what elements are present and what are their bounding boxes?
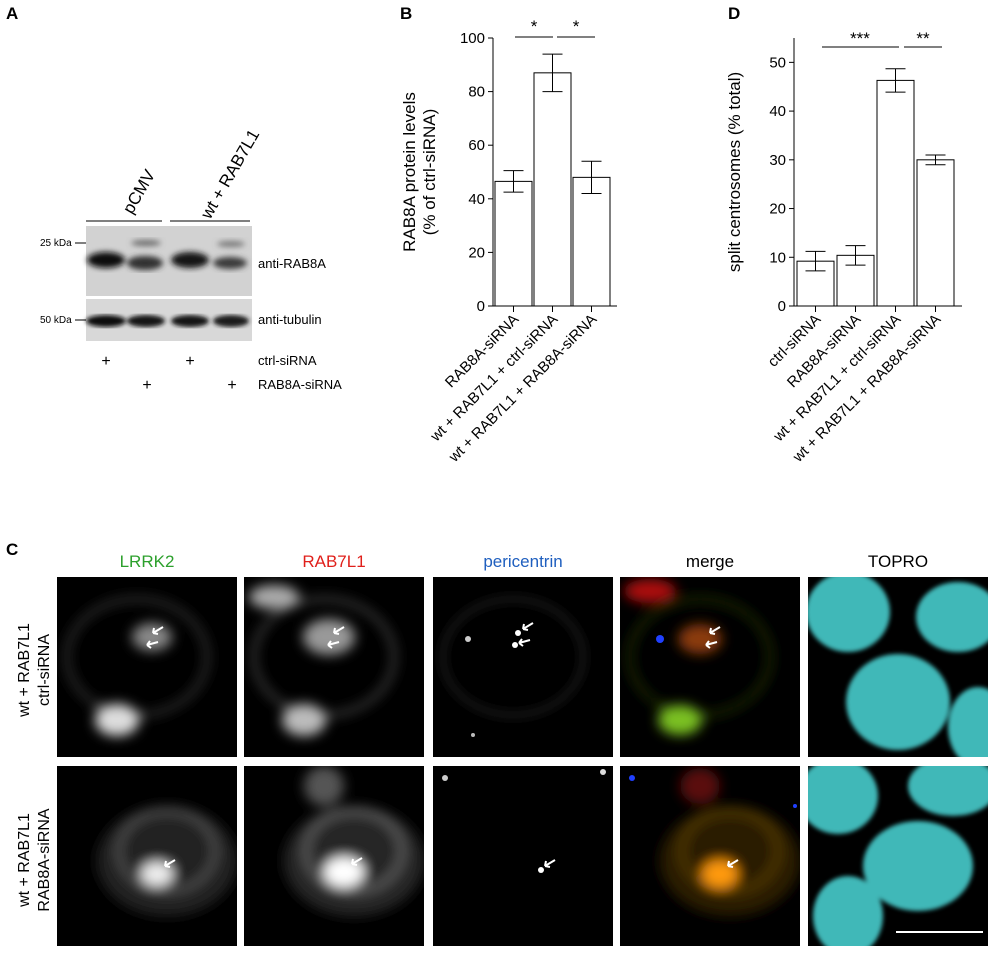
y-axis-label: RAB8A protein levels [400, 92, 419, 252]
micrograph-topro-rab8a [808, 766, 988, 946]
blot-label-rab8a: anti-RAB8A [258, 256, 326, 271]
y-tick-label: 50 [769, 54, 786, 71]
sig-marker: *** [850, 29, 870, 48]
y-tick-label: 0 [477, 298, 485, 315]
micrograph-lrrk2-rab8a [57, 766, 237, 946]
column-header-merge: merge [685, 552, 735, 571]
column-header-rab7l1: RAB7L1 [302, 552, 366, 571]
sig-marker: * [531, 17, 538, 36]
cond-mark: + [227, 377, 236, 394]
micrograph-lrrk2-ctrl [57, 577, 237, 757]
marker-25kda: 25 kDa [40, 238, 72, 249]
panel-letter-b: B [400, 4, 413, 23]
tubulin-bands [86, 315, 249, 327]
y-tick-label: 40 [468, 191, 485, 208]
micrograph-pericentrin-ctrl [433, 577, 613, 757]
x-tick-label: wt + RAB7L1 + RAB8A-siRNA [445, 311, 600, 466]
micrograph-rab7l1-rab8a [244, 766, 424, 946]
micrograph-pericentrin-rab8a [433, 766, 613, 946]
panel-letter-a: A [6, 4, 19, 23]
group-label-rab7l1: wt + RAB7L1 [197, 126, 264, 223]
y-tick-label: 20 [769, 201, 786, 218]
bar [494, 180, 533, 307]
micrograph-topro-ctrl [808, 577, 988, 757]
marker-50kda: 50 kDa [40, 315, 72, 326]
micrograph-merge-ctrl [620, 577, 800, 757]
bar [916, 159, 955, 307]
sig-marker: ** [916, 29, 930, 48]
column-header-topro: TOPRO [867, 552, 929, 571]
y-tick-label: 10 [769, 249, 786, 266]
cond-mark: + [142, 377, 151, 394]
column-header-lrrk2: LRRK2 [119, 552, 175, 571]
cond-mark: + [101, 353, 110, 370]
y-tick-label: 30 [769, 152, 786, 169]
y-tick-label: 40 [769, 103, 786, 120]
y-tick-label: 100 [460, 30, 485, 47]
y-tick-label: 80 [468, 84, 485, 101]
y-axis-label: (% of ctrl-siRNA) [420, 109, 439, 236]
row-label-rab8a: wt + RAB7L1 RAB8A-siRNA [16, 808, 53, 912]
blot-label-tubulin: anti-tubulin [258, 312, 322, 327]
column-header-pericentrin: pericentrin [483, 552, 563, 571]
micrograph-rab7l1-ctrl [244, 577, 424, 757]
bar [533, 72, 572, 307]
bar [876, 79, 915, 307]
group-label-pcmv: pCMV [119, 166, 159, 217]
cond-mark: + [185, 353, 194, 370]
western-blot-panel: pCMV wt + RAB7L1 25 kDa anti-RAB8A 50 kD… [40, 126, 342, 394]
cond-label-ctrl: ctrl-siRNA [258, 353, 317, 368]
rab8a-bands [87, 240, 247, 270]
y-tick-label: 20 [468, 244, 485, 261]
panel-letter-c: C [6, 540, 19, 559]
micrograph-merge-rab8a [620, 766, 800, 946]
row-label-ctrl: wt + RAB7L1 ctrl-siRNA [16, 623, 53, 717]
y-axis-label: split centrosomes (% total) [725, 72, 744, 272]
cond-label-rab8a: RAB8A-siRNA [258, 377, 342, 392]
sig-marker: * [573, 17, 580, 36]
y-tick-label: 0 [778, 298, 786, 315]
panel-letter-d: D [728, 4, 741, 23]
bar [572, 176, 611, 307]
y-tick-label: 60 [468, 137, 485, 154]
